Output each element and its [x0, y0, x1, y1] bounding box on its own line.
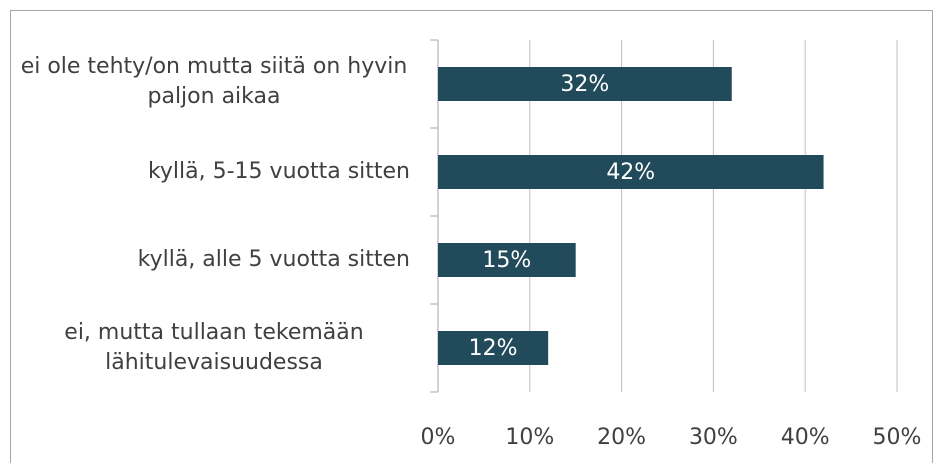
category-label-box: ei, mutta tullaan tekemään lähitulevaisu…	[18, 304, 410, 392]
x-tick-label: 0%	[421, 425, 456, 450]
category-label-box: ei ole tehty/on mutta siitä on hyvin pal…	[18, 38, 410, 126]
x-tick-label: 40%	[781, 425, 830, 450]
value-label: 12%	[469, 336, 518, 361]
x-tick-label: 30%	[689, 425, 738, 450]
y-tick-label: ei, mutta tullaan tekemään lähitulevaisu…	[64, 320, 364, 375]
x-tick-label: 20%	[597, 425, 646, 450]
value-label: 42%	[606, 160, 655, 185]
chart-border	[10, 10, 933, 463]
bar	[438, 243, 576, 277]
x-tick-label: 10%	[505, 425, 554, 450]
category-label-box: kyllä, alle 5 vuotta sitten	[18, 216, 410, 304]
y-tick-label: ei ole tehty/on mutta siitä on hyvin pal…	[20, 54, 408, 109]
bar	[438, 155, 824, 189]
category-label-box: kyllä, 5-15 vuotta sitten	[18, 128, 410, 216]
value-label: 32%	[560, 72, 609, 97]
value-label: 15%	[482, 248, 531, 273]
y-tick-label: kyllä, 5-15 vuotta sitten	[147, 159, 410, 185]
x-tick-label: 50%	[873, 425, 922, 450]
bar	[438, 331, 549, 365]
bar	[438, 67, 732, 101]
y-tick-label: kyllä, alle 5 vuotta sitten	[137, 247, 410, 273]
